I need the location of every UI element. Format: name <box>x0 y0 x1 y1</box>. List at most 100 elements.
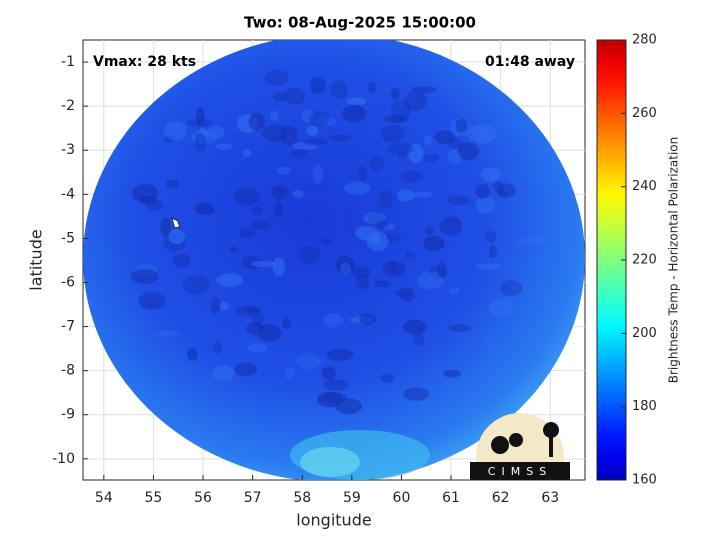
texture-blob <box>323 312 344 328</box>
texture-blob <box>272 257 286 277</box>
texture-blob <box>475 196 496 214</box>
texture-blob <box>242 148 252 158</box>
texture-blob <box>402 319 427 335</box>
y-tick-label: -10 <box>52 451 75 467</box>
texture-blob <box>166 179 180 189</box>
texture-blob <box>342 104 367 123</box>
y-tick-label: -7 <box>61 319 75 335</box>
texture-blob <box>234 362 258 377</box>
texture-blob <box>387 143 415 155</box>
texture-blob <box>480 167 502 182</box>
texture-blob <box>443 369 462 378</box>
texture-blob <box>130 268 159 284</box>
texture-blob <box>486 336 497 352</box>
texture-blob <box>194 202 215 215</box>
texture-blob <box>425 226 434 236</box>
x-tick-label: 55 <box>145 490 163 506</box>
texture-blob <box>405 250 416 259</box>
logo-text: CIMSS <box>488 465 552 478</box>
texture-blob <box>186 118 213 128</box>
texture-blob <box>500 280 523 297</box>
texture-blob <box>344 181 371 195</box>
texture-blob <box>323 379 349 391</box>
texture-blob <box>375 220 389 230</box>
texture-blob <box>363 212 386 225</box>
texture <box>130 70 546 415</box>
x-tick-label: 61 <box>442 490 460 506</box>
chart-title: Two: 08-Aug-2025 15:00:00 <box>244 14 476 32</box>
y-tick-label: -3 <box>61 142 75 158</box>
texture-blob <box>448 287 460 295</box>
texture-blob <box>388 259 397 274</box>
texture-blob <box>246 343 268 353</box>
texture-blob <box>399 287 416 303</box>
texture-blob <box>412 332 425 346</box>
texture-blob <box>449 118 472 137</box>
y-tick-label: -6 <box>61 274 75 290</box>
texture-blob <box>312 164 324 185</box>
texture-blob <box>270 185 288 200</box>
texture-blob <box>321 366 337 380</box>
texture-blob <box>138 292 166 310</box>
texture-blob <box>488 298 514 318</box>
texture-blob <box>270 110 279 121</box>
texture-blob <box>228 246 238 253</box>
texture-blob <box>321 237 333 245</box>
cimss-logo: CIMSS <box>470 413 570 480</box>
y-tick-label: -8 <box>61 363 75 379</box>
texture-blob <box>400 170 423 183</box>
annotation: 01:48 away <box>485 54 575 70</box>
texture-blob <box>250 206 263 215</box>
texture-blob <box>471 124 498 143</box>
colorbar-tick-label: 240 <box>632 179 657 194</box>
storm-marker <box>170 217 181 229</box>
texture-blob <box>306 125 319 136</box>
x-tick-label: 56 <box>194 490 212 506</box>
colorbar-label: Brightness Temp - Horizontal Polarizatio… <box>667 137 681 384</box>
texture-blob <box>276 166 291 175</box>
texture-blob <box>314 116 337 126</box>
texture-blob <box>455 118 468 133</box>
texture-blob <box>160 217 171 237</box>
texture-blob <box>155 330 180 337</box>
texture-blob <box>250 220 271 231</box>
y-axis-label: latitude <box>27 229 46 290</box>
texture-blob <box>408 143 424 164</box>
texture-blob <box>196 106 205 126</box>
texture-blob <box>379 190 394 210</box>
texture-blob <box>380 124 405 143</box>
texture-blob <box>395 288 412 298</box>
x-tick-label: 57 <box>244 490 262 506</box>
texture-blob <box>496 183 516 198</box>
texture-blob <box>383 223 395 231</box>
texture-blob <box>380 373 394 383</box>
texture-blob <box>168 229 186 245</box>
texture-blob <box>447 195 470 206</box>
y-tick-label: -9 <box>61 407 75 423</box>
texture-blob <box>410 86 437 94</box>
texture-blob <box>282 317 292 330</box>
texture-blob <box>309 110 330 127</box>
texture-blob <box>475 184 491 199</box>
texture-blob <box>516 238 542 245</box>
texture-blob <box>390 100 411 120</box>
x-tick-label: 62 <box>492 490 510 506</box>
x-axis-label: longitude <box>296 511 371 530</box>
texture-blob <box>235 305 261 317</box>
colorbar-tick-label: 180 <box>632 399 657 414</box>
texture-blob <box>390 87 400 101</box>
texture-blob <box>384 232 401 244</box>
y-tick-label: -5 <box>61 230 75 246</box>
texture-blob <box>131 183 159 203</box>
texture-blob <box>366 81 377 93</box>
texture-blob <box>345 97 367 106</box>
texture-blob <box>428 265 448 279</box>
texture-blob <box>335 398 362 415</box>
texture-blob <box>292 189 304 199</box>
texture-blob <box>239 228 256 239</box>
texture-blob <box>412 191 433 198</box>
texture-blob <box>274 201 284 217</box>
texture-blob <box>244 306 261 313</box>
texture-blob <box>335 255 355 274</box>
